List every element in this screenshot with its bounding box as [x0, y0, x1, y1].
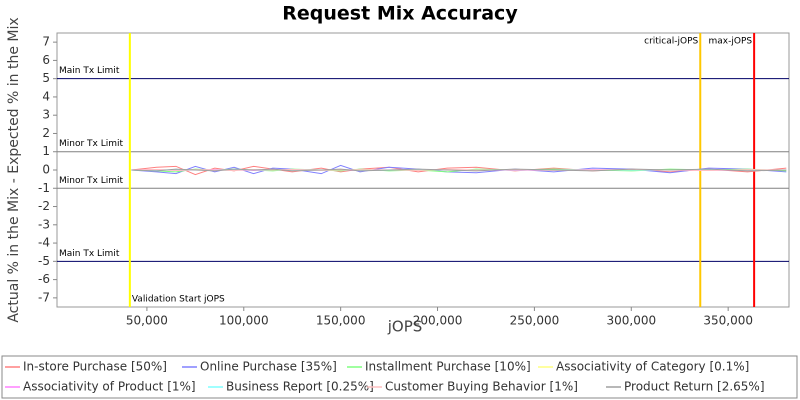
y-axis-title: Actual % in the Mix - Expected % in the … — [6, 17, 22, 322]
chart-title: Request Mix Accuracy — [282, 3, 518, 25]
marker-label: critical-jOPS — [644, 37, 698, 47]
legend-label: Associativity of Product [1%] — [23, 380, 196, 394]
legend-label: Product Return [2.65%] — [624, 380, 765, 394]
y-tick-label: 2 — [42, 126, 50, 140]
y-tick-label: 3 — [42, 108, 50, 122]
legend-label: Business Report [0.25%] — [226, 380, 374, 394]
x-tick-label: 100,000 — [219, 314, 269, 328]
legend-label: In-store Purchase [50%] — [23, 360, 167, 374]
y-tick-label: -6 — [38, 272, 50, 286]
y-tick-label: -5 — [38, 254, 50, 268]
x-tick-label: 150,000 — [316, 314, 366, 328]
x-tick-label: 300,000 — [606, 314, 656, 328]
x-tick-label: 250,000 — [510, 314, 560, 328]
y-tick-label: -4 — [38, 236, 50, 250]
y-tick-label: 0 — [42, 163, 50, 177]
x-tick-label: 200,000 — [413, 314, 463, 328]
legend-label: Installment Purchase [10%] — [365, 360, 531, 374]
legend-label: Associativity of Category [0.1%] — [556, 360, 749, 374]
y-tick-label: 5 — [42, 71, 50, 85]
marker-label: Validation Start jOPS — [132, 295, 225, 305]
limit-label: Main Tx Limit — [59, 249, 120, 259]
x-axis-title: jOPS — [387, 318, 423, 336]
y-tick-label: -2 — [38, 199, 50, 213]
y-tick-label: 1 — [42, 144, 50, 158]
y-tick-label: 4 — [42, 89, 50, 103]
y-tick-label: -1 — [38, 181, 50, 195]
legend-label: Online Purchase [35%] — [200, 360, 337, 374]
legend-label: Customer Buying Behavior [1%] — [385, 380, 578, 394]
y-tick-label: -7 — [38, 290, 50, 304]
marker-label: max-jOPS — [709, 37, 753, 47]
limit-label: Minor Tx Limit — [59, 176, 124, 186]
series-line — [131, 168, 787, 172]
y-tick-label: 7 — [42, 35, 50, 49]
y-tick-label: 6 — [42, 53, 50, 67]
x-tick-label: 50,000 — [126, 314, 168, 328]
limit-label: Minor Tx Limit — [59, 139, 124, 149]
legend — [1, 355, 798, 399]
x-tick-label: 350,000 — [703, 314, 753, 328]
y-tick-label: -3 — [38, 217, 50, 231]
limit-label: Main Tx Limit — [59, 66, 120, 76]
